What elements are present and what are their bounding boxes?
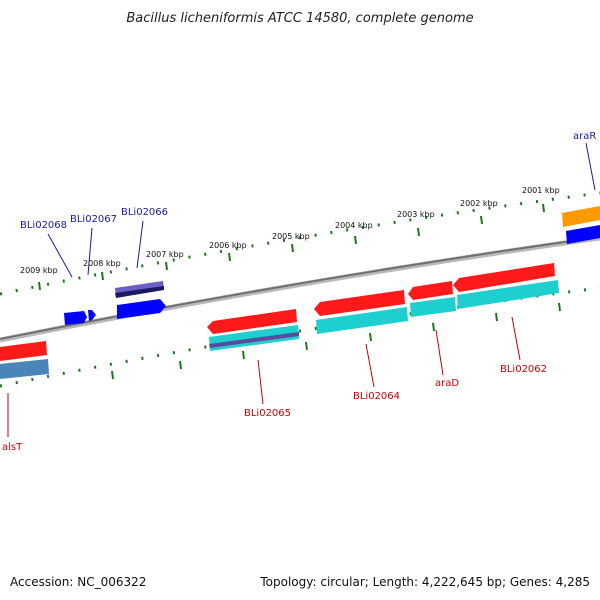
- gene-alsT[interactable]: [0, 341, 47, 361]
- tick-label: 2002 kbp: [460, 199, 498, 208]
- leader-lines: [7, 142, 596, 437]
- gene-BLi02068[interactable]: [64, 311, 87, 325]
- major-ticks: [38, 203, 561, 380]
- gene-label[interactable]: BLi02062: [500, 364, 547, 375]
- gene-label[interactable]: BLi02068: [20, 220, 67, 231]
- gene-BLi02066-stripe: [115, 286, 164, 298]
- gene-alsT-row2[interactable]: [0, 359, 49, 379]
- gene-label[interactable]: BLi02066: [121, 207, 168, 218]
- genome-summary-text: Topology: circular; Length: 4,222,645 bp…: [259, 575, 590, 589]
- tick-label: 2008 kbp: [83, 259, 121, 268]
- tick-label: 2001 kbp: [522, 186, 560, 195]
- tick-label: 2006 kbp: [209, 241, 247, 250]
- map-title: Bacillus licheniformis ATCC 14580, compl…: [126, 11, 473, 26]
- tick-label: 2005 kbp: [272, 232, 310, 241]
- forward-genes: [64, 206, 600, 325]
- gene-BLi02062-row2[interactable]: [457, 280, 559, 309]
- gene-BLi02064[interactable]: [314, 290, 405, 316]
- accession-text: Accession: NC_006322: [10, 575, 146, 589]
- gene-label[interactable]: alsT: [2, 442, 23, 453]
- gene-BLi02065-stripe: [209, 332, 299, 348]
- gene-BLi02066[interactable]: [117, 299, 166, 319]
- gene-araR[interactable]: [566, 225, 600, 244]
- gene-BLi02062[interactable]: [453, 263, 555, 292]
- gene-label[interactable]: araR: [573, 131, 596, 142]
- gene-label[interactable]: araD: [435, 378, 459, 389]
- gene-araR-row1[interactable]: [562, 206, 600, 227]
- forward-ruler: [0, 191, 600, 296]
- tick-label: 2003 kbp: [397, 210, 435, 219]
- tick-label: 2009 kbp: [20, 266, 58, 275]
- gene-label[interactable]: BLi02064: [353, 391, 400, 402]
- tick-label: 2004 kbp: [335, 221, 373, 230]
- gene-label[interactable]: BLi02065: [244, 408, 291, 419]
- reverse-genes: [0, 263, 559, 379]
- reverse-ruler: [0, 286, 600, 388]
- gene-araD[interactable]: [408, 281, 453, 300]
- gene-BLi02067[interactable]: [88, 310, 96, 321]
- gene-BLi02064-row2[interactable]: [316, 307, 408, 334]
- tick-label: 2007 kbp: [146, 250, 184, 259]
- gene-BLi02065[interactable]: [207, 309, 297, 334]
- gene-label[interactable]: BLi02067: [70, 214, 117, 225]
- gene-araD-row2[interactable]: [410, 297, 456, 317]
